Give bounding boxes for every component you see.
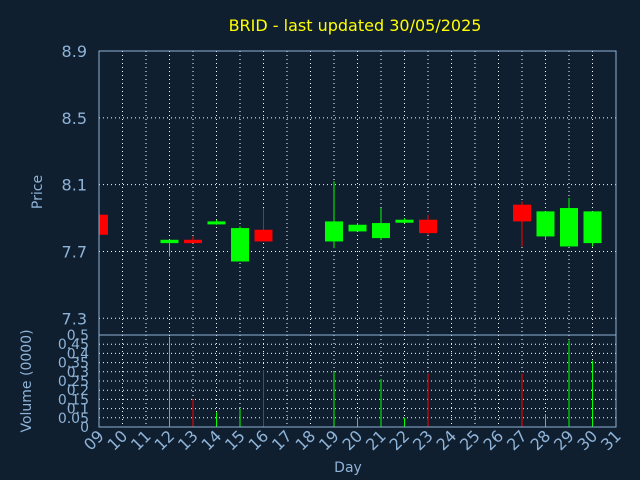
- candle-body: [513, 204, 531, 222]
- volume-tick-label: 0: [80, 420, 89, 436]
- candle-body: [560, 208, 578, 247]
- volume-tick-label: 0.5: [67, 328, 89, 344]
- candle-body: [254, 229, 273, 242]
- candle-body: [348, 224, 367, 232]
- price-ticks: 7.3 7.7 8.1 8.5 8.9: [62, 42, 87, 328]
- volume-tick-label: 0.25: [58, 374, 89, 390]
- candle-body: [231, 228, 249, 262]
- candle-body: [583, 211, 602, 244]
- volume-tick-label: 0.15: [58, 392, 89, 408]
- price-grid: [98, 50, 617, 427]
- candle-body: [99, 214, 108, 235]
- price-axis-label: Price: [30, 175, 46, 209]
- volume-tick-label: 0.3: [67, 365, 89, 381]
- volume-grid: [99, 334, 616, 428]
- candle-body: [325, 221, 343, 242]
- price-tick-label: 7.3: [62, 309, 87, 328]
- x-tick-label: 31: [597, 426, 625, 454]
- volume-bars: [98, 336, 593, 427]
- volume-tick-label: 0.4: [67, 346, 89, 362]
- candle-body: [395, 219, 414, 223]
- candle-body: [536, 211, 555, 237]
- price-tick-label: 7.7: [62, 242, 87, 261]
- volume-tick-label: 0.45: [58, 337, 89, 353]
- volume-axis-label: Volume (0000): [19, 329, 35, 432]
- price-tick-label: 8.5: [62, 109, 87, 128]
- candle-body: [207, 221, 226, 225]
- price-panel-frame: [98, 50, 617, 336]
- candle-body: [160, 239, 179, 244]
- volume-tick-label: 0.35: [58, 356, 89, 372]
- volume-tick-label: 0.1: [67, 402, 89, 418]
- chart-title: BRID - last updated 30/05/2025: [229, 16, 482, 35]
- price-tick-label: 8.9: [62, 42, 87, 61]
- volume-tick-label: 0.2: [67, 383, 89, 399]
- volume-panel-frame: [98, 334, 617, 428]
- candles: [98, 181, 602, 262]
- x-ticks: 0910111213141516171819202122232425262728…: [80, 426, 625, 454]
- candle-body: [372, 223, 390, 239]
- candle-body: [184, 239, 202, 244]
- candle-body: [419, 219, 437, 234]
- x-axis-label: Day: [334, 460, 362, 476]
- volume-tick-label: 0.05: [58, 411, 89, 427]
- volume-ticks: 00.050.10.150.20.250.30.350.40.450.5: [58, 328, 89, 436]
- price-tick-label: 8.1: [62, 176, 87, 195]
